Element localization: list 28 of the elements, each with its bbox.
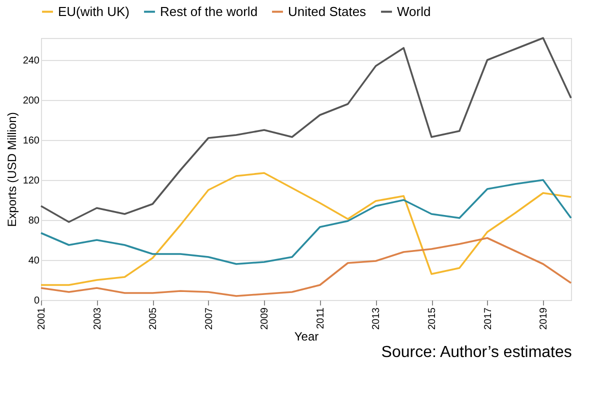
legend-label: EU(with UK) bbox=[58, 4, 130, 19]
x-tick-label: 2017 bbox=[482, 307, 494, 330]
y-tick-label: 240 bbox=[22, 56, 40, 66]
line-series bbox=[40, 172, 572, 286]
x-tick-label: 2019 bbox=[538, 307, 550, 330]
line-series bbox=[40, 37, 572, 223]
x-tick-label: 2013 bbox=[371, 307, 382, 330]
legend-label: Rest of the world bbox=[160, 4, 258, 19]
x-axis-title: Year bbox=[294, 330, 319, 344]
x-tick-label: 2009 bbox=[260, 307, 271, 330]
legend-label: United States bbox=[288, 4, 367, 19]
x-tick-label: 2011 bbox=[315, 307, 326, 330]
line-series bbox=[40, 179, 572, 265]
x-tick-label: 2007 bbox=[204, 307, 215, 330]
y-tick-label: 200 bbox=[22, 96, 40, 106]
y-tick-label: 120 bbox=[22, 176, 40, 186]
y-tick-label: 0 bbox=[34, 296, 40, 306]
y-axis-title: Exports (USD Million) bbox=[4, 112, 19, 227]
y-tick-label: 160 bbox=[22, 136, 40, 146]
x-tick-label: 2015 bbox=[427, 307, 438, 330]
y-tick-label: 80 bbox=[28, 216, 40, 226]
source-note: Source: Author’s estimates bbox=[381, 344, 572, 362]
x-tick-label: 2003 bbox=[92, 307, 104, 330]
x-tick-label: 2005 bbox=[148, 307, 160, 330]
x-tick-label: 2001 bbox=[36, 307, 48, 330]
line-series bbox=[40, 237, 572, 297]
legend-label: World bbox=[397, 4, 431, 19]
y-tick-label: 40 bbox=[28, 256, 40, 266]
